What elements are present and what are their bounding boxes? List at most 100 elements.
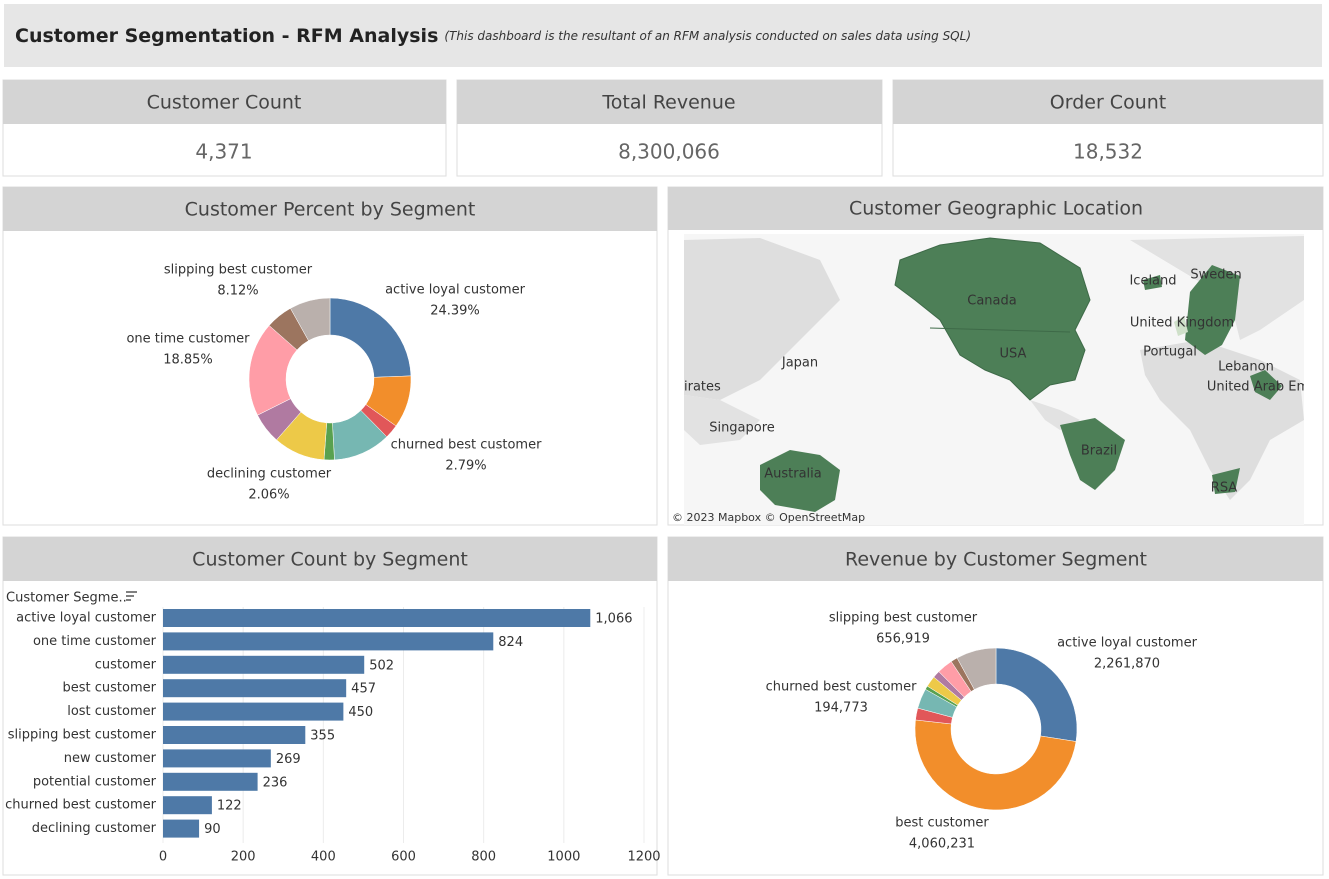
slice-value: 4,060,231 — [909, 837, 975, 852]
slice-label: slipping best customer — [164, 263, 313, 278]
y-tick-label: slipping best customer — [8, 728, 157, 743]
country — [1143, 275, 1162, 290]
bar-value-label: 236 — [263, 775, 288, 790]
bar — [163, 819, 200, 838]
map-label: Lebanon — [1218, 360, 1274, 375]
kpi-card: Total Revenue 8,300,066 — [456, 79, 883, 177]
map-attribution: © 2023 Mapbox © OpenStreetMap — [672, 511, 865, 524]
slice-value: 2,261,870 — [1094, 657, 1160, 672]
kpi-title: Customer Count — [147, 92, 302, 114]
land — [684, 238, 840, 400]
bar-value-label: 122 — [217, 799, 242, 814]
bar — [163, 796, 212, 815]
x-tick-label: 1000 — [547, 850, 580, 865]
pie-slice — [914, 719, 1077, 811]
y-tick-label: potential customer — [33, 774, 157, 789]
slice-label: active loyal customer — [385, 283, 525, 298]
bar-value-label: 269 — [276, 752, 301, 767]
panel-bg — [667, 536, 1324, 876]
kpi-value: 4,371 — [195, 140, 252, 164]
card-header — [457, 80, 882, 124]
panel-title: Customer Geographic Location — [849, 198, 1143, 220]
bar — [163, 772, 258, 791]
header: Customer Segmentation - RFM Analysis (Thi… — [15, 25, 971, 47]
land — [684, 395, 760, 445]
panel-title: Revenue by Customer Segment — [845, 549, 1147, 571]
slice-value: 24.39% — [430, 304, 480, 319]
kpi-title: Order Count — [1050, 92, 1166, 114]
map-label: Canada — [967, 294, 1016, 309]
pie-slice — [290, 297, 331, 341]
y-tick-label: customer — [95, 657, 157, 672]
subtitle: (This dashboard is the resultant of an R… — [444, 29, 971, 43]
bar — [163, 749, 271, 768]
map-label: Brazil — [1081, 444, 1117, 459]
y-axis-label: Customer Segme.. — [6, 591, 127, 606]
x-tick-label: 200 — [231, 850, 256, 865]
x-tick-label: 0 — [159, 850, 167, 865]
header-bg — [4, 4, 1322, 67]
slice-value: 194,773 — [814, 701, 868, 716]
y-tick-label: new customer — [64, 751, 157, 766]
map-label: Iceland — [1129, 274, 1176, 289]
slice-value: 2.79% — [445, 459, 486, 474]
bar-value-label: 450 — [348, 705, 373, 720]
map-label: Singapore — [709, 421, 775, 436]
panel-bg — [2, 186, 658, 526]
panel-title: Customer Percent by Segment — [185, 199, 476, 221]
bar — [163, 655, 365, 674]
card-header — [3, 80, 446, 124]
kpi-card: Order Count 18,532 — [892, 79, 1324, 177]
map-label: Sweden — [1190, 268, 1241, 283]
slice-label: churned best customer — [766, 680, 917, 695]
country — [1174, 316, 1188, 336]
map[interactable] — [684, 234, 1304, 525]
country — [1185, 265, 1240, 355]
kpi-card: Customer Count 4,371 — [2, 79, 447, 177]
country — [1250, 370, 1282, 400]
panel-header — [668, 537, 1323, 581]
panel-header — [3, 537, 657, 581]
slice-value: 8.12% — [217, 284, 258, 299]
map-label: USA — [1000, 347, 1027, 362]
y-tick-label: active loyal customer — [16, 611, 156, 626]
border — [929, 327, 1071, 333]
kpi-title: Total Revenue — [601, 92, 735, 114]
slice-value: 656,919 — [876, 632, 930, 647]
country — [1060, 418, 1125, 490]
x-tick-label: 1200 — [627, 850, 660, 865]
slice-label: declining customer — [207, 467, 332, 482]
x-tick-label: 800 — [471, 850, 496, 865]
bar — [163, 632, 494, 651]
panel-header — [3, 187, 657, 231]
bar-value-label: 90 — [204, 822, 221, 837]
slice-label: best customer — [895, 816, 989, 831]
map-label: Australia — [764, 467, 822, 482]
slice-label: churned best customer — [391, 438, 542, 453]
title: Customer Segmentation - RFM Analysis — [15, 25, 438, 47]
panel-title: Customer Count by Segment — [192, 549, 468, 571]
y-tick-label: declining customer — [32, 821, 157, 836]
y-tick-label: one time customer — [33, 634, 157, 649]
bar — [163, 702, 344, 721]
bar-value-label: 502 — [369, 658, 394, 673]
map-label: Portugal — [1143, 345, 1197, 360]
x-tick-label: 600 — [391, 850, 416, 865]
slice-value: 18.85% — [163, 353, 213, 368]
kpi-value: 18,532 — [1073, 140, 1143, 164]
y-tick-label: lost customer — [67, 704, 156, 719]
land — [1030, 400, 1080, 430]
country — [760, 450, 840, 512]
kpi-value: 8,300,066 — [618, 140, 720, 164]
bar-value-label: 355 — [310, 729, 335, 744]
x-tick-label: 400 — [311, 850, 336, 865]
panel-header — [668, 187, 1323, 230]
map-label: Japan — [781, 356, 818, 371]
sort-icon[interactable] — [126, 591, 137, 601]
bar-value-label: 457 — [351, 682, 376, 697]
bar — [163, 726, 306, 744]
bar — [163, 679, 347, 698]
bar — [163, 609, 591, 627]
map-label: RSA — [1211, 481, 1238, 496]
